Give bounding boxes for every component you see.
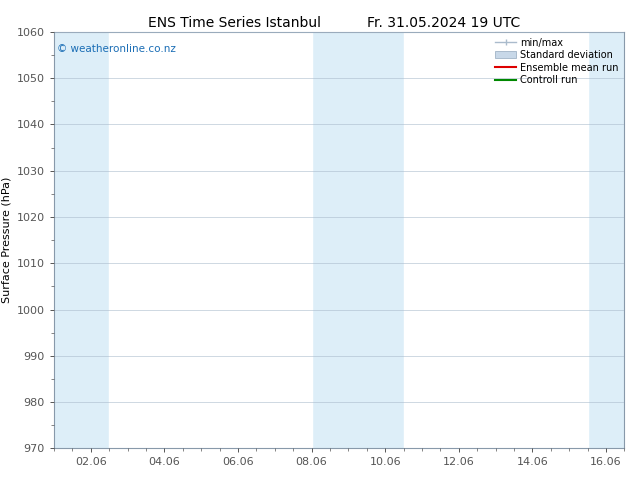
Bar: [404, 32, 588, 448]
Text: © weatheronline.co.nz: © weatheronline.co.nz: [57, 44, 176, 54]
Bar: [109, 32, 311, 448]
Y-axis label: Surface Pressure (hPa): Surface Pressure (hPa): [1, 177, 11, 303]
Text: Fr. 31.05.2024 19 UTC: Fr. 31.05.2024 19 UTC: [367, 16, 521, 30]
Text: ENS Time Series Istanbul: ENS Time Series Istanbul: [148, 16, 321, 30]
Legend: min/max, Standard deviation, Ensemble mean run, Controll run: min/max, Standard deviation, Ensemble me…: [492, 35, 621, 88]
